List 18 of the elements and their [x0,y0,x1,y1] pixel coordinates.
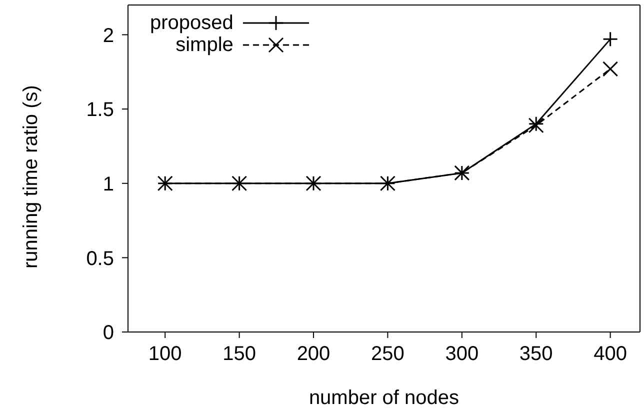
point [602,61,618,77]
y-tick-label: 1.5 [86,99,114,122]
x-tick-label: 150 [222,343,256,366]
x-tick-label: 350 [519,343,553,366]
legend-label: simple [176,34,234,56]
legend-label: proposed [150,12,234,34]
y-tick-label: 1 [102,173,114,196]
y-tick-label: 0 [102,322,114,344]
x-tick-label: 300 [445,343,479,366]
x-axis-title: number of nodes [308,387,460,409]
x-tick-label: 200 [296,343,330,366]
x-tick-label: 100 [148,343,182,366]
y-tick-label: 2 [102,24,114,47]
x-tick-label: 250 [371,343,404,366]
y-axis-title: running time ratio (s) [20,85,42,268]
x-tick-label: 400 [594,343,628,366]
y-tick-label: 0.5 [86,248,114,270]
point [602,31,618,47]
